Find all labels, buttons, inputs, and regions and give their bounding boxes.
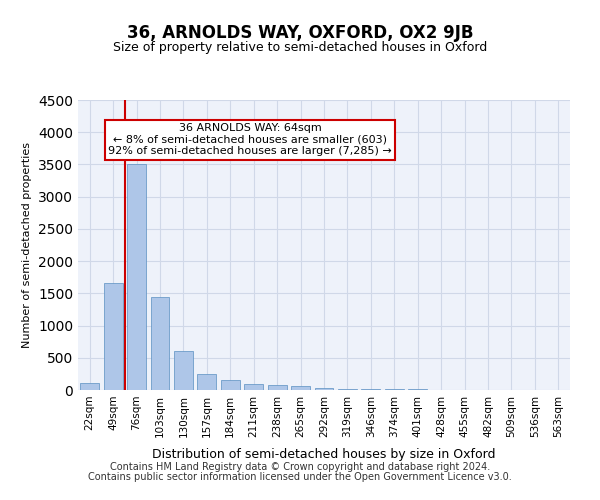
Text: 36 ARNOLDS WAY: 64sqm
← 8% of semi-detached houses are smaller (603)
92% of semi: 36 ARNOLDS WAY: 64sqm ← 8% of semi-detac… xyxy=(109,123,392,156)
Text: Contains HM Land Registry data © Crown copyright and database right 2024.: Contains HM Land Registry data © Crown c… xyxy=(110,462,490,472)
Bar xyxy=(268,386,287,390)
Bar xyxy=(244,384,263,390)
Y-axis label: Number of semi-detached properties: Number of semi-detached properties xyxy=(22,142,32,348)
Bar xyxy=(174,352,193,390)
Text: Contains public sector information licensed under the Open Government Licence v3: Contains public sector information licen… xyxy=(88,472,512,482)
Bar xyxy=(80,383,99,390)
Bar xyxy=(221,380,239,390)
Bar xyxy=(361,389,380,390)
Bar xyxy=(197,374,216,390)
Bar xyxy=(127,164,146,390)
Bar xyxy=(291,386,310,390)
Bar xyxy=(338,388,357,390)
X-axis label: Distribution of semi-detached houses by size in Oxford: Distribution of semi-detached houses by … xyxy=(152,448,496,461)
Bar xyxy=(104,283,122,390)
Bar xyxy=(151,296,169,390)
Bar xyxy=(314,388,334,390)
Text: Size of property relative to semi-detached houses in Oxford: Size of property relative to semi-detach… xyxy=(113,41,487,54)
Text: 36, ARNOLDS WAY, OXFORD, OX2 9JB: 36, ARNOLDS WAY, OXFORD, OX2 9JB xyxy=(127,24,473,42)
